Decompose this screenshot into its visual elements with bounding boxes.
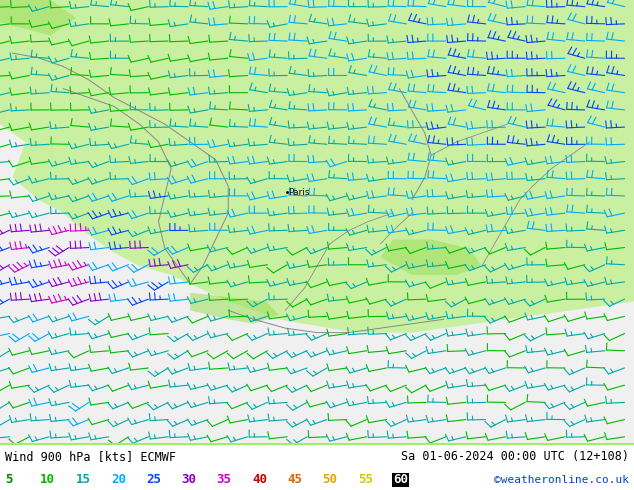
- Text: 40: 40: [252, 473, 267, 486]
- Text: 45: 45: [287, 473, 302, 486]
- Text: Wind 900 hPa [kts] ECMWF: Wind 900 hPa [kts] ECMWF: [5, 450, 176, 463]
- Polygon shape: [380, 240, 482, 275]
- Text: ©weatheronline.co.uk: ©weatheronline.co.uk: [494, 475, 629, 485]
- Polygon shape: [190, 293, 279, 324]
- Polygon shape: [0, 0, 76, 35]
- Text: 35: 35: [217, 473, 231, 486]
- Text: 30: 30: [181, 473, 197, 486]
- Text: Paris: Paris: [288, 188, 310, 197]
- Text: 20: 20: [111, 473, 126, 486]
- Text: 5: 5: [5, 473, 13, 486]
- Text: 60: 60: [393, 473, 408, 486]
- Polygon shape: [0, 0, 63, 111]
- Polygon shape: [0, 0, 634, 333]
- Text: Sa 01-06-2024 00:00 UTC (12+108): Sa 01-06-2024 00:00 UTC (12+108): [401, 450, 629, 463]
- Text: 10: 10: [41, 473, 55, 486]
- Text: 50: 50: [323, 473, 337, 486]
- Text: 55: 55: [358, 473, 373, 486]
- Text: 25: 25: [146, 473, 161, 486]
- Text: 15: 15: [75, 473, 91, 486]
